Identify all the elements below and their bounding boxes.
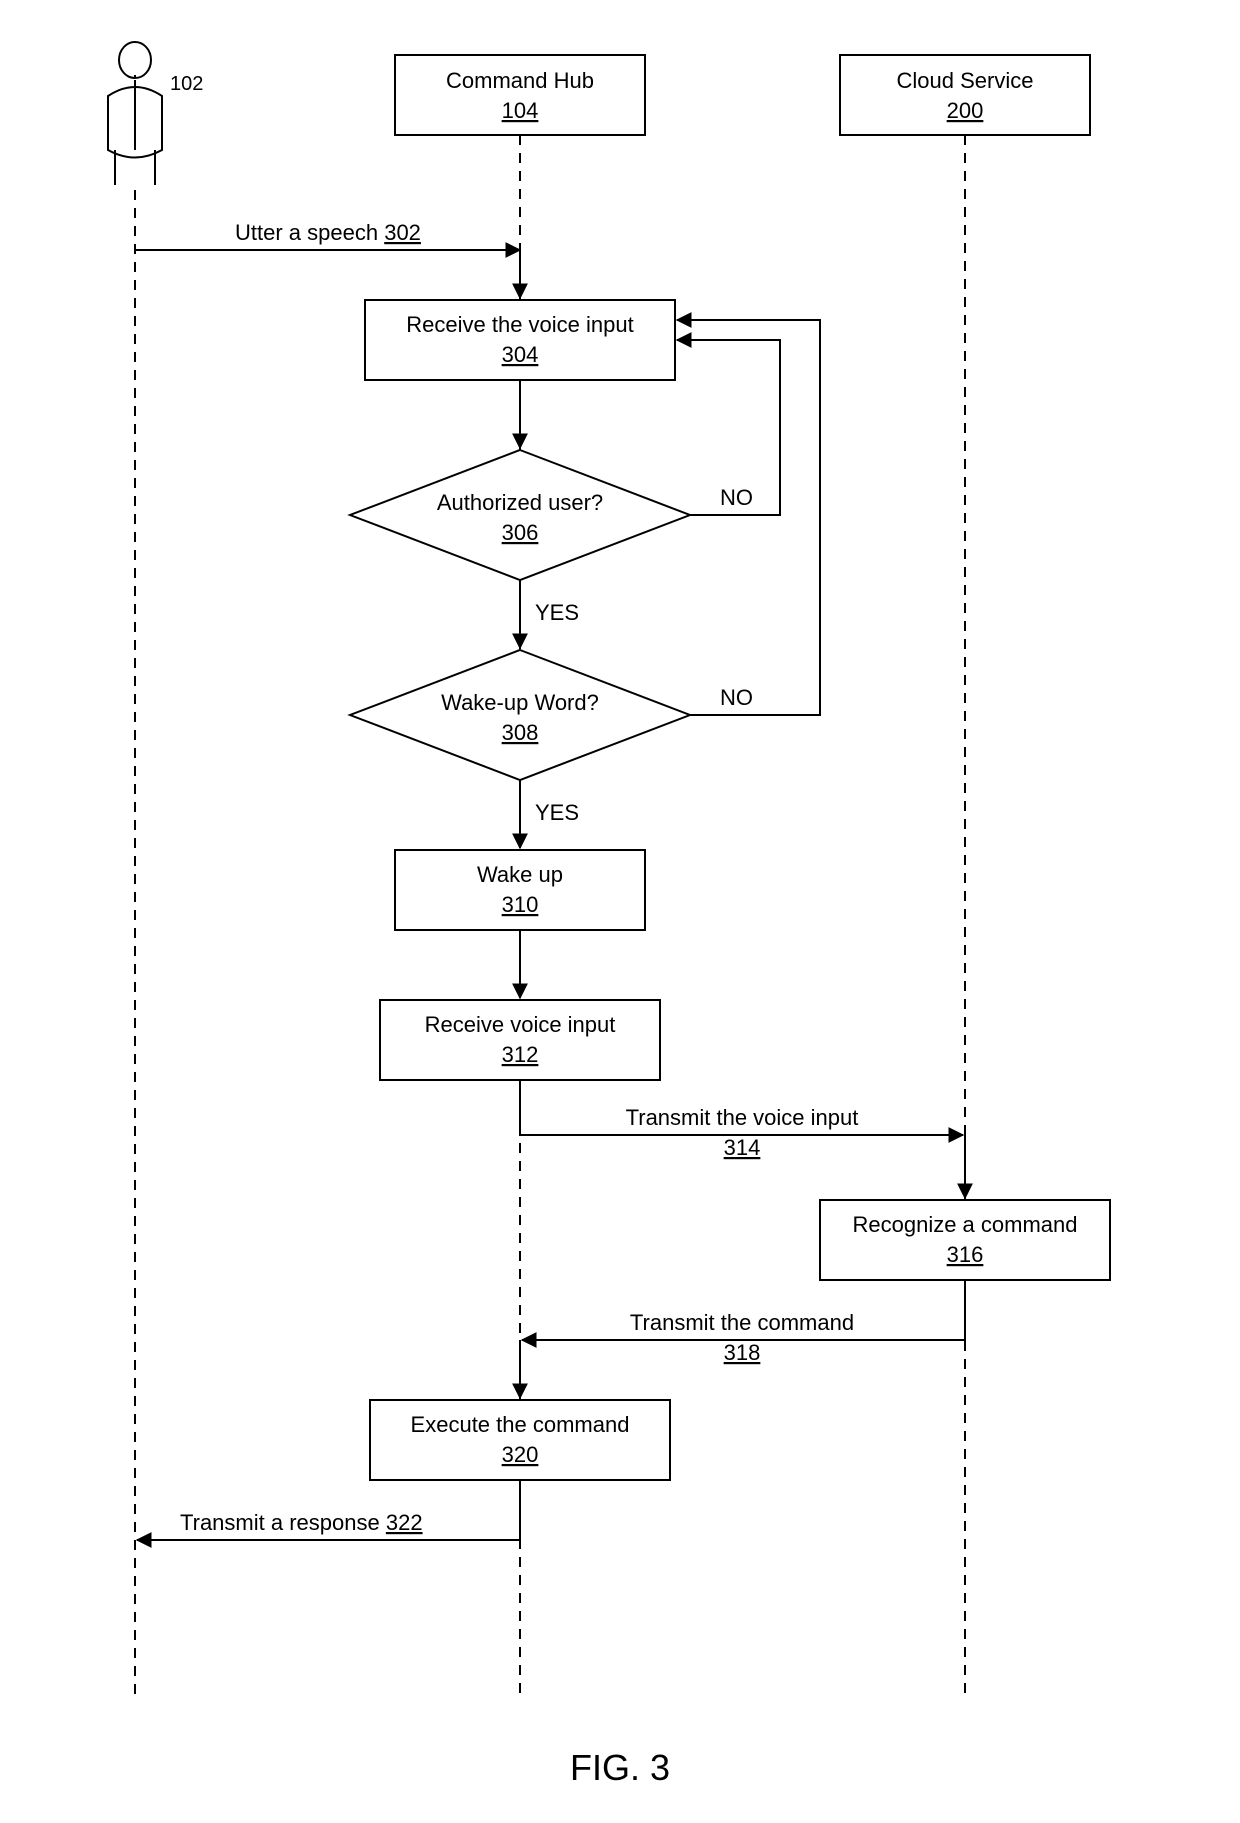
edge-314-label: Transmit the voice input (626, 1105, 859, 1130)
sequence-flow-diagram: 102 Command Hub 104 Cloud Service 200 Ut… (0, 0, 1240, 1823)
user-ref: 102 (170, 73, 203, 95)
node-320: Execute the command 320 (370, 1400, 670, 1480)
node-304-ref: 304 (502, 342, 539, 367)
edge-318-label: Transmit the command (630, 1310, 854, 1335)
node-310-label: Wake up (477, 862, 563, 887)
node-316-ref: 316 (947, 1242, 984, 1267)
edge-306-no-label: NO (720, 485, 753, 510)
hub-ref: 104 (502, 98, 539, 123)
node-308-ref: 308 (502, 720, 539, 745)
node-316: Recognize a command 316 (820, 1200, 1110, 1280)
node-312-ref: 312 (502, 1042, 539, 1067)
edge-318-ref: 318 (724, 1340, 761, 1365)
node-306-label: Authorized user? (437, 490, 603, 515)
edge-308-no (677, 320, 820, 715)
node-310-ref: 310 (502, 892, 539, 917)
node-316-label: Recognize a command (852, 1212, 1077, 1237)
node-308-label: Wake-up Word? (441, 690, 599, 715)
edge-322-label: Transmit a response 322 (180, 1510, 423, 1535)
node-310: Wake up 310 (395, 850, 645, 930)
edge-308-yes-label: YES (535, 800, 579, 825)
edge-302-label: Utter a speech 302 (235, 220, 421, 245)
figure-caption: FIG. 3 (570, 1747, 670, 1788)
person-icon (108, 42, 162, 185)
hub-title: Command Hub (446, 68, 594, 93)
node-320-label: Execute the command (411, 1412, 630, 1437)
cloud-ref: 200 (947, 98, 984, 123)
node-312: Receive voice input 312 (380, 1000, 660, 1080)
node-306: Authorized user? 306 (350, 450, 690, 580)
cloud-title: Cloud Service (897, 68, 1034, 93)
edge-308-no-label: NO (720, 685, 753, 710)
node-320-ref: 320 (502, 1442, 539, 1467)
node-312-label: Receive voice input (425, 1012, 616, 1037)
cloud-lane-header: Cloud Service 200 (840, 55, 1090, 135)
edge-314-ref: 314 (724, 1135, 761, 1160)
node-304: Receive the voice input 304 (365, 300, 675, 380)
node-304-label: Receive the voice input (406, 312, 633, 337)
node-306-ref: 306 (502, 520, 539, 545)
edge-306-yes-label: YES (535, 600, 579, 625)
node-308: Wake-up Word? 308 (350, 650, 690, 780)
hub-lane-header: Command Hub 104 (395, 55, 645, 135)
